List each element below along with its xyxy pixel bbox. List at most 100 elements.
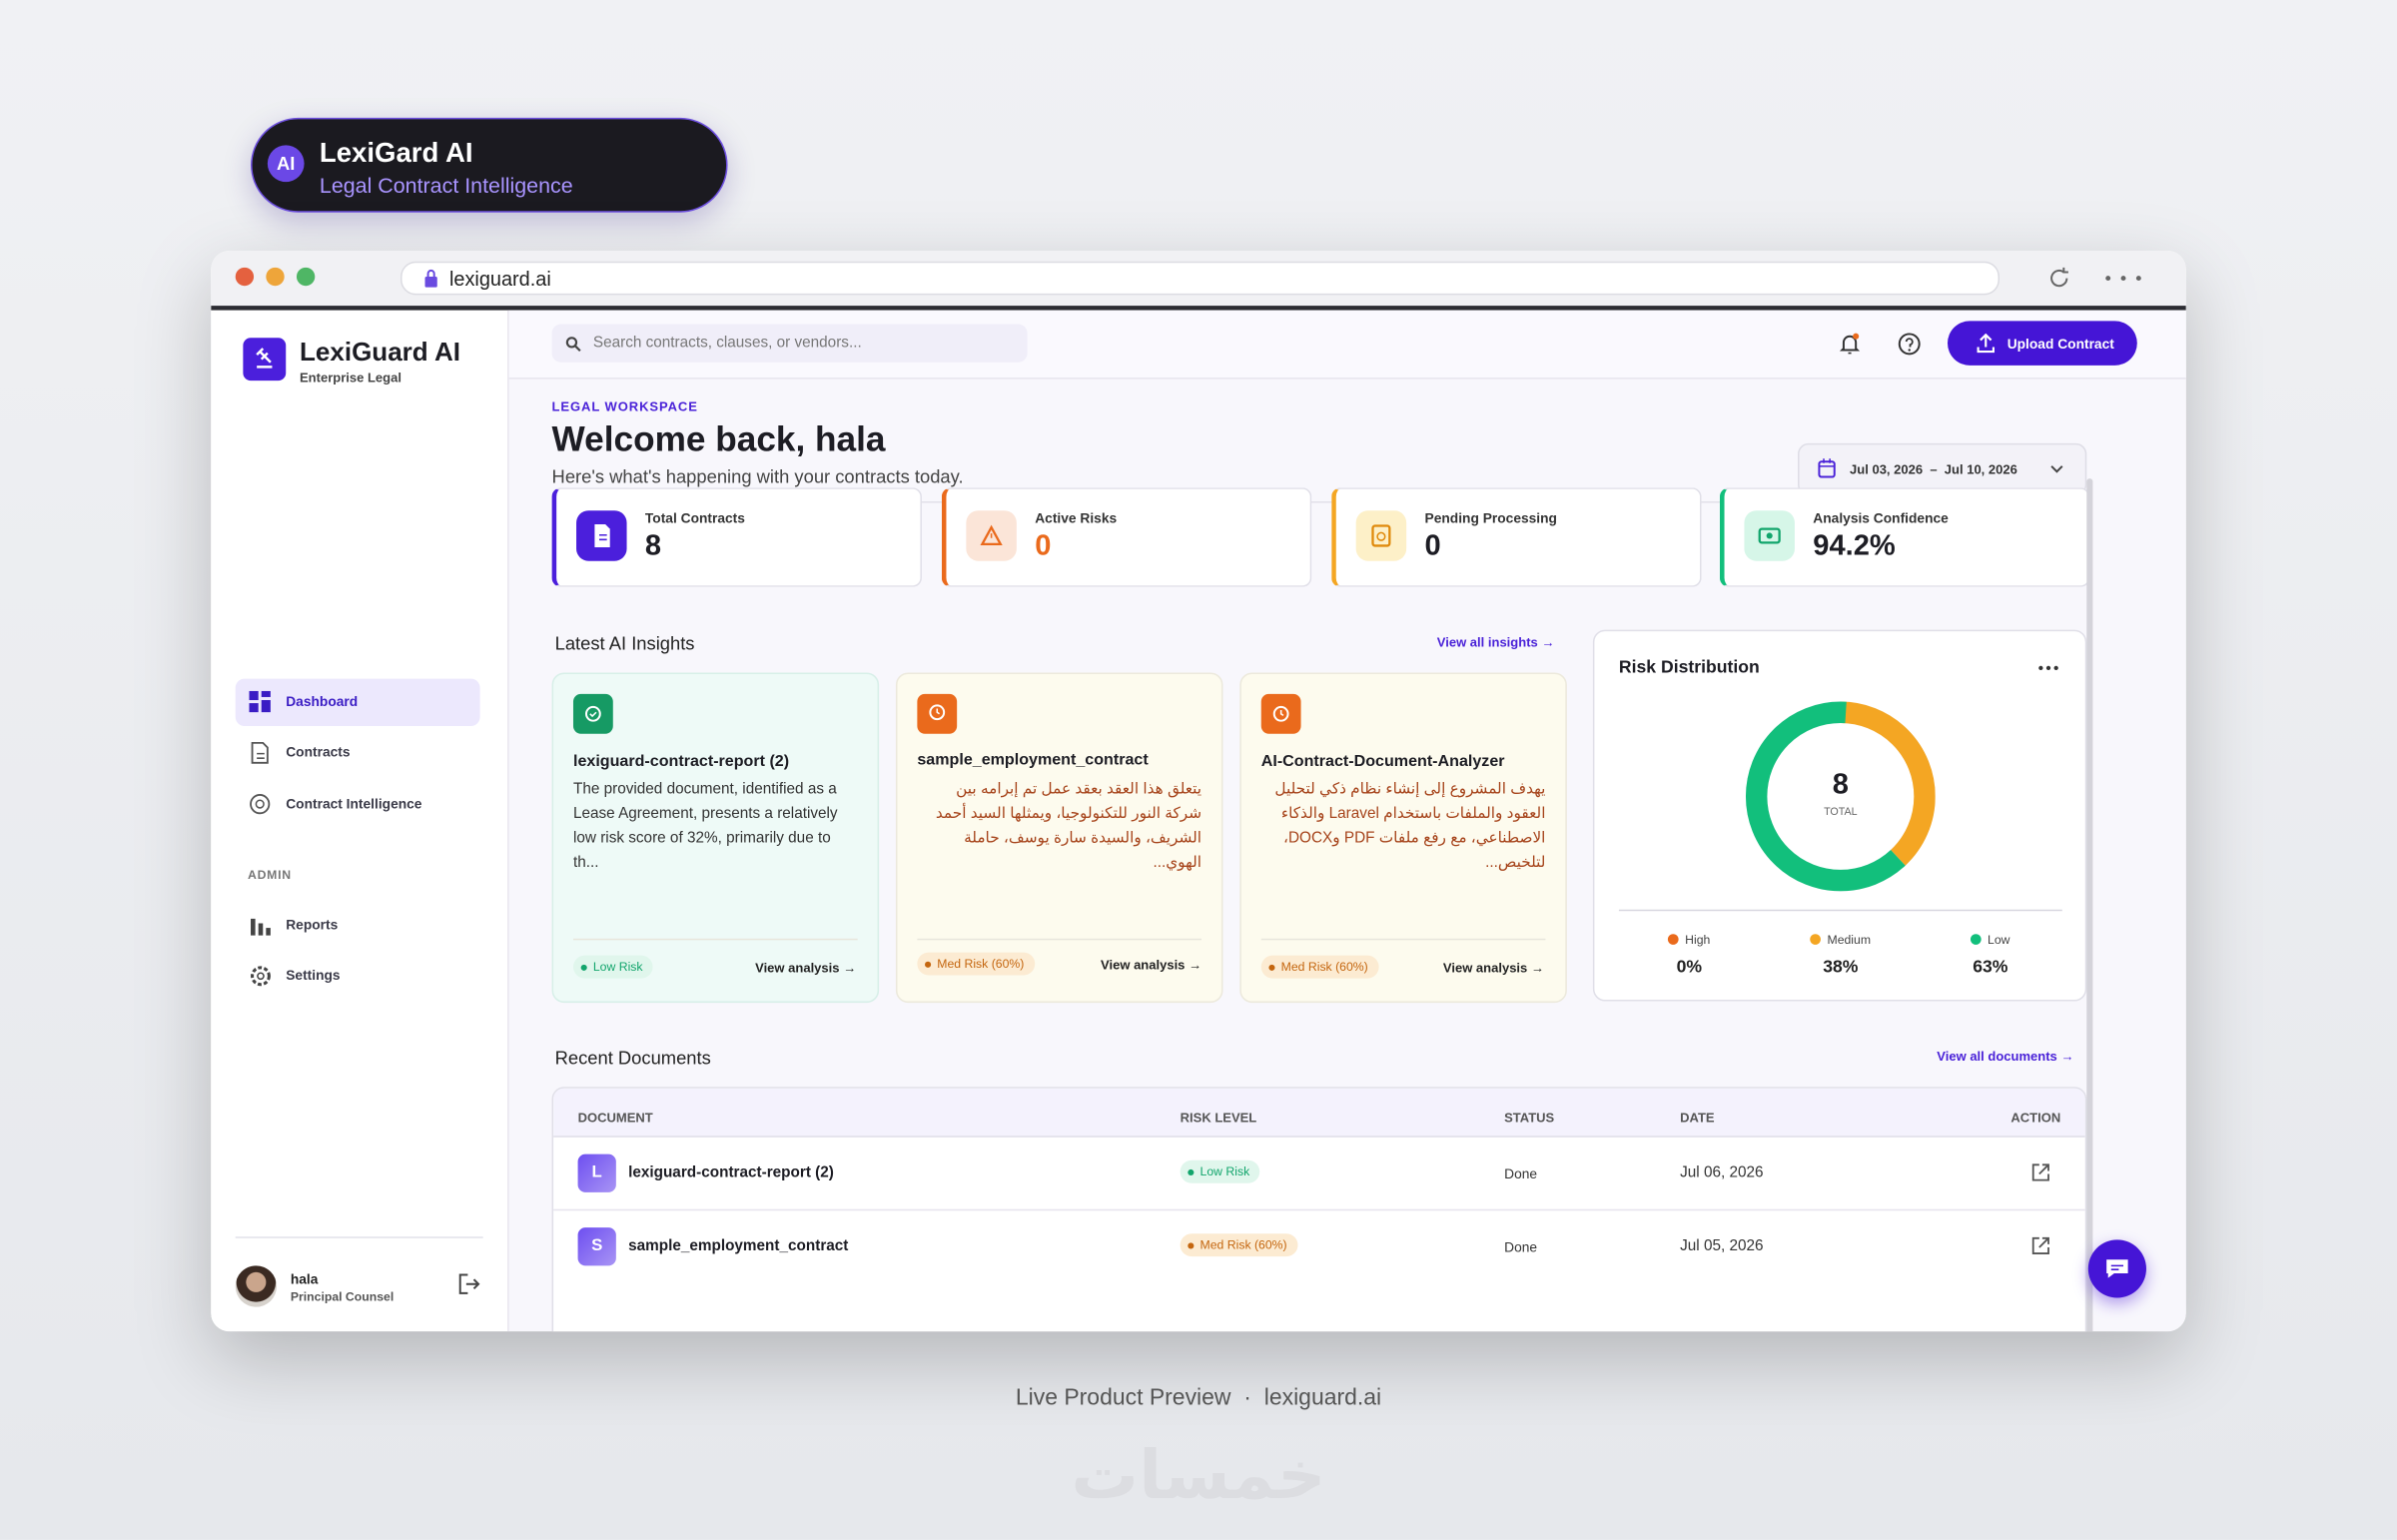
view-analysis[interactable]: View analysis → (1442, 960, 1544, 976)
nav-item[interactable]: Reports (236, 902, 480, 949)
donut-chart (1745, 701, 1936, 892)
help-icon[interactable] (1897, 332, 1921, 356)
maximize-dot[interactable] (296, 267, 316, 287)
topbar: Search contracts, clauses, or vendors...… (508, 310, 2186, 380)
legend-item: Low 63% (1930, 927, 2051, 978)
main: Search contracts, clauses, or vendors...… (508, 310, 2186, 1332)
legend-value: 0% (1676, 958, 1703, 978)
doc-name: sample_employment_contract (628, 1237, 849, 1255)
link-label: View analysis (755, 960, 840, 976)
doc-name: lexiguard-contract-report (2) (628, 1164, 834, 1182)
caption: Live Product Preview (1015, 1384, 1231, 1411)
legend-dot (1668, 934, 1680, 946)
doc-status: Done (1504, 1239, 1538, 1255)
stat-card: Pending Processing 0 (1331, 487, 1702, 587)
table-row[interactable]: S sample_employment_contract Med Risk (6… (553, 1210, 2085, 1282)
stat-card: Analysis Confidence 94.2% (1719, 487, 2090, 587)
chat-button[interactable] (2087, 1239, 2146, 1298)
column-header: ACTION (2010, 1110, 2061, 1126)
brand-name: LexiGuard AI (299, 338, 460, 368)
insight-card[interactable]: sample_employment_contract يتعلق هذا الع… (895, 672, 1223, 1004)
date-range: Jul 03, 2026 – Jul 10, 2026 (1850, 461, 2017, 477)
close-dot[interactable] (235, 267, 255, 287)
legend-dot (1810, 934, 1822, 946)
watermark: خمسات (1071, 1438, 1326, 1514)
view-analysis[interactable]: View analysis → (755, 960, 857, 976)
stat-label: Pending Processing (1424, 510, 1557, 526)
nav-item[interactable]: Dashboard (235, 678, 480, 727)
insight-card[interactable]: AI-Contract-Document-Analyzer يهدف المشر… (1239, 672, 1567, 1004)
insight-body: يهدف المشروع إلى إنشاء نظام ذكي لتحليل ا… (1274, 781, 1546, 872)
minimize-dot[interactable] (266, 267, 285, 287)
insight-icon (572, 693, 613, 734)
footer-caption: Live Product Preview · lexiguard.ai (0, 1385, 2397, 1411)
more-icon[interactable] (2103, 274, 2146, 283)
bell-icon[interactable] (1839, 332, 1861, 356)
divider (1260, 938, 1546, 941)
nav-item[interactable]: Contracts (236, 729, 480, 776)
nav-label: Dashboard (286, 693, 359, 710)
column-header: DATE (1680, 1110, 1715, 1126)
view-all-documents[interactable]: View all documents → (1937, 1048, 2074, 1065)
scrollbar (2086, 478, 2093, 1332)
search-placeholder: Search contracts, clauses, or vendors... (592, 335, 862, 353)
stat-label: Total Contracts (644, 510, 745, 526)
open-icon[interactable] (2031, 1163, 2049, 1181)
stat-icon (1355, 510, 1407, 561)
eyebrow: LEGAL WORKSPACE (551, 398, 698, 414)
upload-label: Upload Contract (2006, 336, 2114, 353)
search-box[interactable]: Search contracts, clauses, or vendors... (551, 324, 1028, 363)
nav-label: Contract Intelligence (286, 796, 422, 812)
insight-card[interactable]: lexiguard-contract-report (2) The provid… (551, 672, 880, 1004)
column-header: DOCUMENT (577, 1110, 653, 1126)
legend-value: 63% (1973, 958, 2008, 978)
insight-body: The provided document, identified as a L… (572, 781, 838, 872)
insight-body: يتعلق هذا العقد بعقد عمل تم إبرامه بين ش… (935, 781, 1202, 872)
open-icon[interactable] (2031, 1236, 2049, 1255)
insight-icon (1260, 693, 1301, 734)
legend-item: High 0% (1628, 927, 1750, 978)
logout-icon[interactable] (458, 1273, 480, 1294)
link-label: View all documents (1937, 1048, 2057, 1065)
risk-badge: Low Risk (1180, 1159, 1260, 1183)
stat-value: 0 (1035, 530, 1052, 563)
divider (235, 1236, 483, 1238)
nav-item[interactable]: Contract Intelligence (236, 781, 480, 828)
link-label: View analysis (1101, 957, 1186, 973)
admin-heading: ADMIN (247, 868, 292, 883)
view-all-insights[interactable]: View all insights → (1436, 634, 1555, 650)
nav-item[interactable]: Settings (236, 953, 480, 1000)
nav-label: Contracts (286, 744, 351, 760)
legend-label: Medium (1827, 933, 1872, 947)
insight-title: lexiguard-contract-report (2) (572, 752, 790, 771)
page-title: Welcome back, hala (551, 418, 886, 459)
stat-value: 8 (644, 530, 662, 563)
stat-label: Active Risks (1035, 510, 1118, 526)
risk-card: Risk Distribution 8 TOTAL High 0% Medium 38… (1592, 629, 2087, 1002)
section-heading: Latest AI Insights (554, 632, 695, 655)
brand-badge: AI LexiGard AI Legal Contract Intelligen… (251, 117, 728, 213)
stat-icon (576, 510, 627, 561)
footer-url: lexiguard.ai (1263, 1384, 1382, 1411)
legend-item: Medium 38% (1780, 927, 1902, 978)
risk-badge: Med Risk (60%) (1180, 1233, 1298, 1257)
stat-icon (1744, 510, 1795, 561)
table-header: DOCUMENT RISK LEVEL STATUS DATE ACTION (553, 1088, 2085, 1138)
documents-table: DOCUMENT RISK LEVEL STATUS DATE ACTION L… (551, 1087, 2087, 1332)
stat-value: 0 (1424, 530, 1441, 563)
legend-value: 38% (1823, 958, 1859, 978)
risk-badge: Low Risk (572, 955, 654, 979)
link-label: View all insights (1436, 634, 1538, 650)
view-analysis[interactable]: View analysis → (1101, 957, 1202, 973)
column-header: RISK LEVEL (1180, 1110, 1257, 1126)
card-menu[interactable] (2037, 665, 2058, 671)
url-bar[interactable]: lexiguard.ai (400, 261, 2000, 296)
user-role: Principal Counsel (290, 1289, 395, 1304)
nav-label: Settings (286, 967, 341, 984)
table-row[interactable]: L lexiguard-contract-report (2) Low Risk… (553, 1138, 2085, 1211)
upload-button[interactable]: Upload Contract (1947, 321, 2137, 366)
stat-icon (966, 510, 1017, 561)
reload-icon[interactable] (2046, 266, 2070, 290)
